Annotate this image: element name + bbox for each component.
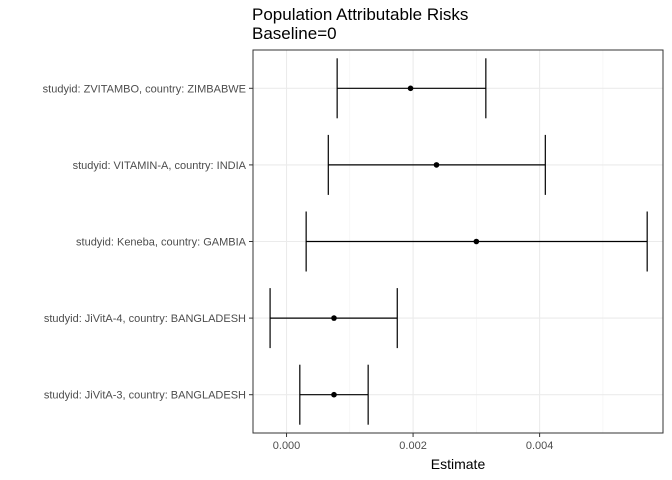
y-tick-label: studyid: JiVitA-3, country: BANGLADESH [44, 390, 246, 402]
x-tick-label: 0.002 [399, 440, 427, 452]
chart-title: Population Attributable Risks [252, 5, 468, 24]
chart-subtitle: Baseline=0 [252, 24, 337, 43]
error-bars [269, 58, 648, 425]
estimate-point [473, 238, 480, 245]
x-tick-label: 0.004 [526, 440, 554, 452]
x-tick-label: 0.000 [273, 440, 301, 452]
y-tick-label: studyid: JiVitA-4, country: BANGLADESH [44, 313, 246, 325]
estimate-point [331, 391, 337, 398]
x-axis-label: Estimate [431, 456, 486, 472]
x-axis: 0.000 0.002 0.004 [273, 433, 554, 452]
y-tick-label: studyid: Keneba, country: GAMBIA [76, 237, 247, 249]
y-axis: studyid: ZVITAMBO, country: ZIMBABWE stud… [43, 83, 253, 402]
estimate-point [331, 315, 337, 321]
estimate-point [433, 162, 440, 168]
y-tick-label: studyid: ZVITAMBO, country: ZIMBABWE [43, 83, 246, 95]
y-tick-label: studyid: VITAMIN-A, country: INDIA [73, 160, 247, 172]
estimate-point [407, 85, 414, 92]
